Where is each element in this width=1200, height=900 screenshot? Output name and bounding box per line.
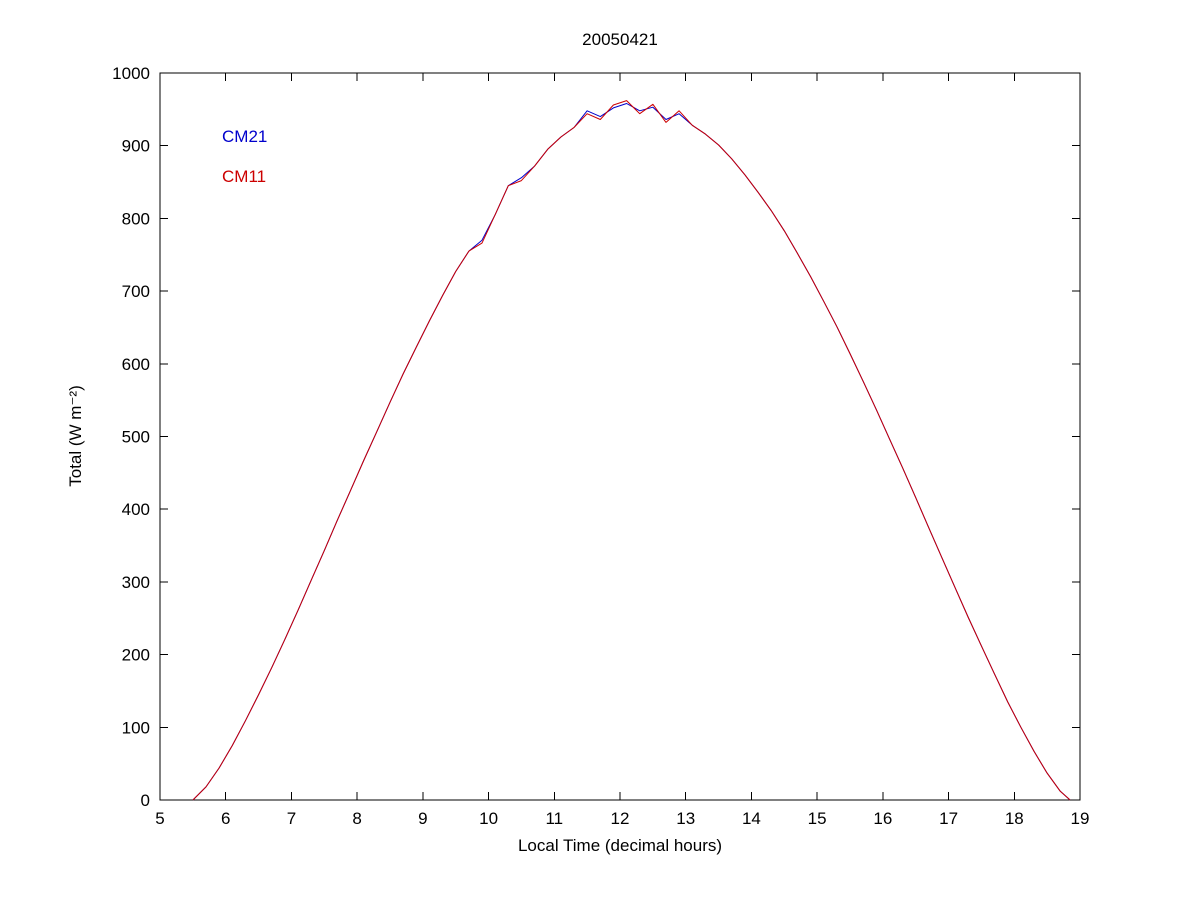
series-line-cm21 bbox=[192, 103, 1071, 801]
y-axis-label: Total (W m⁻²) bbox=[66, 385, 85, 487]
y-tick-label: 1000 bbox=[112, 64, 150, 83]
y-tick-label: 900 bbox=[122, 137, 150, 156]
x-axis-label: Local Time (decimal hours) bbox=[517, 836, 723, 855]
x-tick-label: 18 bbox=[1005, 809, 1024, 828]
x-tick-label: 19 bbox=[1071, 809, 1090, 828]
x-tick-label: 17 bbox=[939, 809, 958, 828]
x-tick-label: 12 bbox=[611, 809, 630, 828]
x-tick-label: 11 bbox=[545, 809, 563, 828]
x-tick-label: 6 bbox=[221, 809, 230, 828]
y-tick-label: 500 bbox=[122, 428, 150, 447]
y-tick-label: 0 bbox=[141, 791, 150, 810]
y-tick-label: 100 bbox=[122, 718, 150, 737]
y-tick-label: 600 bbox=[122, 355, 150, 374]
legend-entry-cm11: CM11 bbox=[222, 167, 267, 186]
legend-entry-cm21: CM21 bbox=[222, 127, 268, 146]
x-tick-label: 15 bbox=[808, 809, 827, 828]
axes-box bbox=[159, 72, 1081, 801]
x-tick-label: 8 bbox=[352, 809, 361, 828]
x-tick-label: 7 bbox=[287, 809, 296, 828]
chart-title: 20050421 bbox=[582, 30, 658, 49]
x-tick-label: 10 bbox=[479, 809, 498, 828]
y-tick-label: 200 bbox=[122, 646, 150, 665]
x-tick-label: 14 bbox=[742, 809, 761, 828]
y-tick-label: 300 bbox=[122, 573, 150, 592]
y-tick-label: 800 bbox=[122, 209, 150, 228]
series-line-cm11 bbox=[192, 100, 1071, 801]
x-tick-label: 13 bbox=[676, 809, 695, 828]
x-tick-label: 5 bbox=[155, 809, 164, 828]
y-tick-label: 700 bbox=[122, 282, 150, 301]
x-tick-label: 9 bbox=[418, 809, 427, 828]
x-tick-label: 16 bbox=[873, 809, 892, 828]
y-tick-label: 400 bbox=[122, 500, 150, 519]
